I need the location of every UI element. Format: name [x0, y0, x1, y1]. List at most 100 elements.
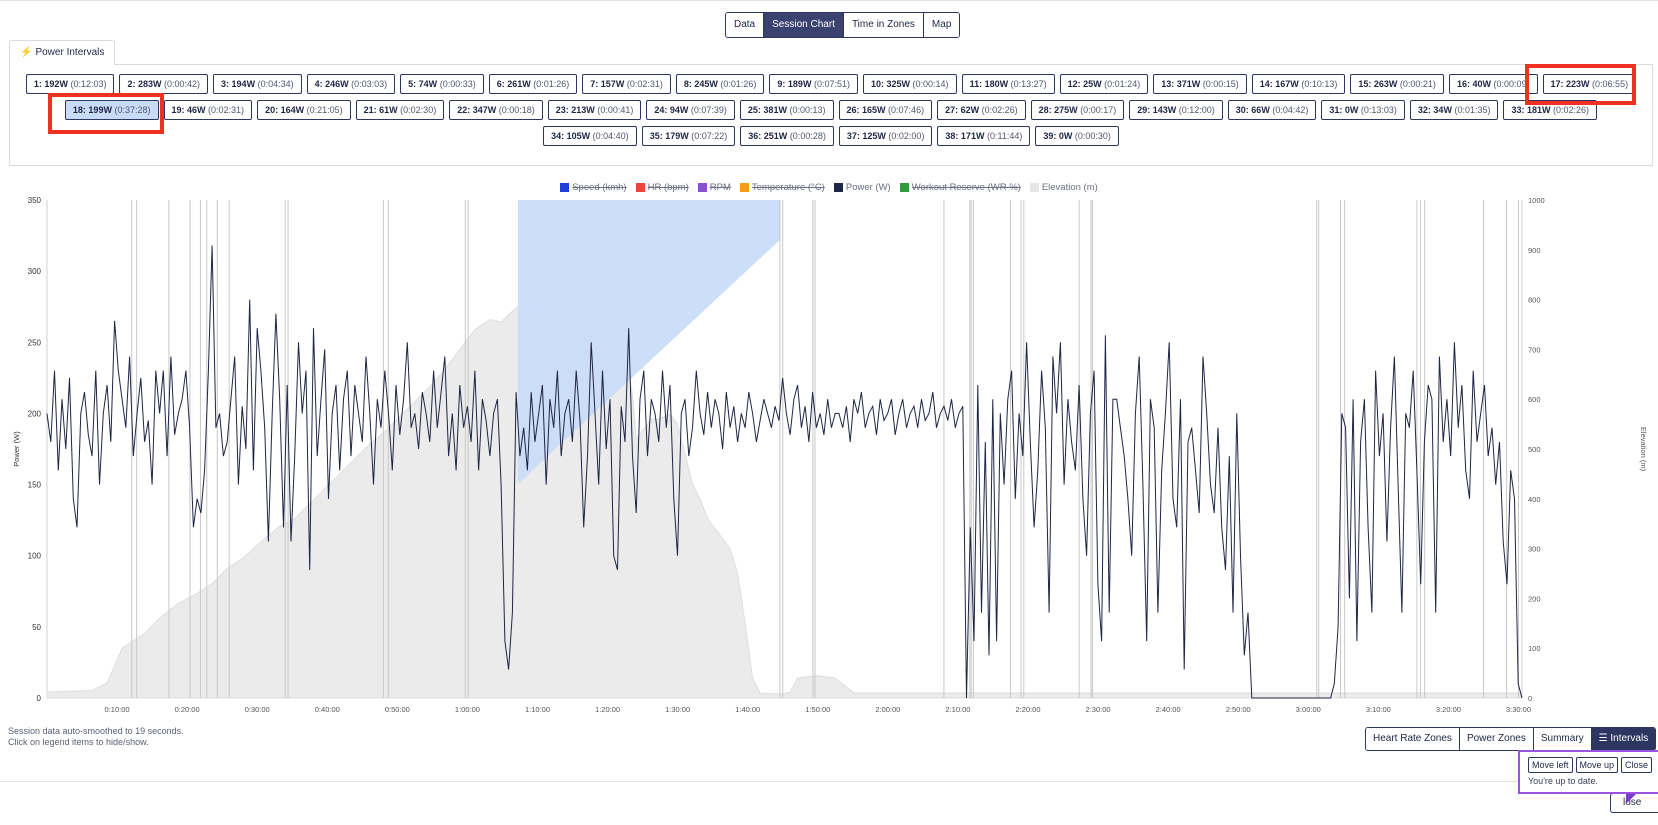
- interval-label: 4: 246W: [314, 79, 349, 89]
- interval-button[interactable]: 17: 223W (0:06:55): [1542, 74, 1637, 94]
- interval-button[interactable]: 11: 180W (0:13:27): [961, 74, 1055, 94]
- interval-duration: (0:01:26): [720, 79, 757, 89]
- move-up-button[interactable]: Move up: [1575, 757, 1619, 773]
- interval-button[interactable]: 14: 167W (0:10:13): [1251, 74, 1346, 94]
- y-tick-label: 150: [28, 481, 42, 490]
- smoothing-note: Session data auto-smoothed to 19 seconds…: [8, 726, 184, 736]
- interval-label: 5: 74W: [408, 79, 438, 89]
- interval-button[interactable]: 2: 283W (0:00:42): [119, 74, 209, 94]
- interval-button[interactable]: 30: 66W (0:04:42): [1227, 100, 1317, 120]
- heart-rate-zones-button[interactable]: Heart Rate Zones: [1366, 728, 1460, 750]
- legend-item[interactable]: Speed (kmh): [560, 182, 627, 193]
- interval-button[interactable]: 16: 40W (0:00:09): [1448, 74, 1538, 94]
- interval-button[interactable]: 20: 164W (0:21:05): [257, 100, 351, 120]
- x-tick-label: 2:00:00: [875, 705, 900, 714]
- x-tick-label: 1:10:00: [525, 705, 550, 714]
- interval-button[interactable]: 25: 381W (0:00:13): [739, 100, 834, 120]
- footer-note: Session data auto-smoothed to 19 seconds…: [8, 726, 184, 748]
- interval-duration: (0:06:55): [1592, 79, 1629, 89]
- tab-time-in-zones[interactable]: Time in Zones: [843, 13, 924, 37]
- legend-item[interactable]: Power (W): [833, 182, 891, 193]
- interval-button[interactable]: 6: 261W (0:01:26): [488, 74, 578, 94]
- interval-button[interactable]: 28: 275W (0:00:17): [1030, 100, 1125, 120]
- interval-label: 10: 325W: [870, 79, 911, 89]
- legend-label: Temperature (°C): [751, 182, 825, 193]
- interval-label: 30: 66W: [1235, 105, 1270, 115]
- interval-button[interactable]: 8: 245W (0:01:26): [675, 74, 765, 94]
- interval-label: 21: 61W: [363, 105, 398, 115]
- interval-row: 1: 192W (0:12:03) 2: 283W (0:00:42) 3: 194…: [10, 74, 1652, 94]
- interval-duration: (0:12:00): [1178, 105, 1215, 115]
- interval-duration: (0:13:27): [1010, 79, 1047, 89]
- tab-map[interactable]: Map: [923, 13, 960, 37]
- interval-button[interactable]: 18: 199W (0:37:28): [64, 100, 159, 120]
- interval-label: 36: 251W: [748, 131, 788, 141]
- interval-button[interactable]: 33: 181W (0:02:26): [1503, 100, 1598, 120]
- interval-button[interactable]: 3: 194W (0:04:34): [213, 74, 302, 94]
- x-tick-label: 3:20:00: [1436, 705, 1461, 714]
- interval-button[interactable]: 24: 94W (0:07:39): [646, 100, 735, 120]
- interval-button[interactable]: 21: 61W (0:02:30): [355, 100, 445, 120]
- move-left-button[interactable]: Move left: [1528, 757, 1573, 773]
- interval-button[interactable]: 29: 143W (0:12:00): [1129, 100, 1223, 120]
- interval-duration: (0:00:14): [912, 79, 949, 89]
- x-tick-label: 2:50:00: [1226, 705, 1251, 714]
- interval-button[interactable]: 19: 46W (0:02:31): [163, 100, 253, 120]
- tab-data[interactable]: Data: [726, 13, 765, 37]
- y-axis-title: Power (W): [12, 431, 21, 467]
- interval-button[interactable]: 36: 251W (0:00:28): [740, 126, 834, 146]
- interval-button[interactable]: 38: 171W (0:11:44): [937, 126, 1031, 146]
- interval-duration: (0:02:31): [208, 105, 245, 115]
- interval-button[interactable]: 15: 263W (0:00:21): [1350, 74, 1444, 94]
- legend-item[interactable]: Workout Reserve (WR %): [899, 182, 1021, 193]
- interval-button[interactable]: 13: 371W (0:00:15): [1153, 74, 1247, 94]
- x-tick-label: 3:30:00: [1506, 705, 1531, 714]
- legend-item[interactable]: Temperature (°C): [739, 182, 825, 193]
- legend-item[interactable]: Elevation (m): [1029, 182, 1098, 193]
- interval-label: 26: 165W: [846, 105, 886, 115]
- legend-item[interactable]: HR (bpm): [635, 182, 689, 193]
- interval-button[interactable]: 10: 325W (0:00:14): [862, 74, 957, 94]
- y2-tick-label: 900: [1528, 246, 1541, 255]
- interval-button[interactable]: 31: 0W (0:13:03): [1321, 100, 1405, 120]
- interval-button[interactable]: 22: 347W (0:00:18): [449, 100, 543, 120]
- interval-label: 3: 194W: [221, 79, 256, 89]
- summary-button[interactable]: Summary: [1533, 728, 1592, 750]
- interval-label: 23: 213W: [555, 105, 595, 115]
- interval-button[interactable]: 27: 62W (0:02:26): [937, 100, 1026, 120]
- interval-button[interactable]: 7: 157W (0:02:31): [582, 74, 671, 94]
- legend-label: Power (W): [845, 182, 891, 193]
- interval-button[interactable]: 9: 189W (0:07:51): [769, 74, 858, 94]
- interval-button[interactable]: 1: 192W (0:12:03): [25, 74, 115, 94]
- intervals-panel: 1: 192W (0:12:03) 2: 283W (0:00:42) 3: 194…: [9, 64, 1653, 166]
- interval-label: 20: 164W: [265, 105, 305, 115]
- interval-button[interactable]: 35: 179W (0:07:22): [641, 126, 736, 146]
- legend-swatch: [899, 183, 909, 192]
- interval-button[interactable]: 23: 213W (0:00:41): [547, 100, 642, 120]
- x-tick-label: 0:40:00: [315, 705, 340, 714]
- tab-session-chart[interactable]: Session Chart: [764, 13, 844, 37]
- interval-duration: (0:02:00): [888, 131, 925, 141]
- power-intervals-tab[interactable]: ⚡ Power Intervals: [9, 40, 116, 65]
- y2-tick-label: 100: [1528, 644, 1541, 653]
- intervals-button[interactable]: ☰ Intervals: [1591, 728, 1656, 750]
- interval-label: 6: 261W: [496, 79, 531, 89]
- power-zones-button[interactable]: Power Zones: [1459, 728, 1534, 750]
- interval-button[interactable]: 37: 125W (0:02:00): [838, 126, 933, 146]
- interval-button[interactable]: 34: 105W (0:04:40): [543, 126, 637, 146]
- interval-button[interactable]: 4: 246W (0:03:03): [306, 74, 396, 94]
- toast-close-button[interactable]: Close: [1621, 757, 1653, 773]
- interval-duration: (0:02:31): [626, 79, 663, 89]
- intervals-button-label: Intervals: [1610, 733, 1649, 744]
- interval-duration: (0:03:03): [351, 79, 388, 89]
- interval-button[interactable]: 26: 165W (0:07:46): [838, 100, 933, 120]
- interval-duration: (0:13:03): [1360, 105, 1397, 115]
- legend-item[interactable]: RPM: [697, 182, 731, 193]
- interval-label: 18: 199W: [72, 105, 112, 115]
- x-tick-label: 2:40:00: [1156, 705, 1181, 714]
- interval-button[interactable]: 12: 25W (0:01:24): [1059, 74, 1149, 94]
- interval-button[interactable]: 32: 34W (0:01:35): [1409, 100, 1499, 120]
- interval-button[interactable]: 39: 0W (0:00:30): [1035, 126, 1119, 146]
- interval-button[interactable]: 5: 74W (0:00:33): [400, 74, 484, 94]
- interval-duration: (0:02:26): [981, 105, 1018, 115]
